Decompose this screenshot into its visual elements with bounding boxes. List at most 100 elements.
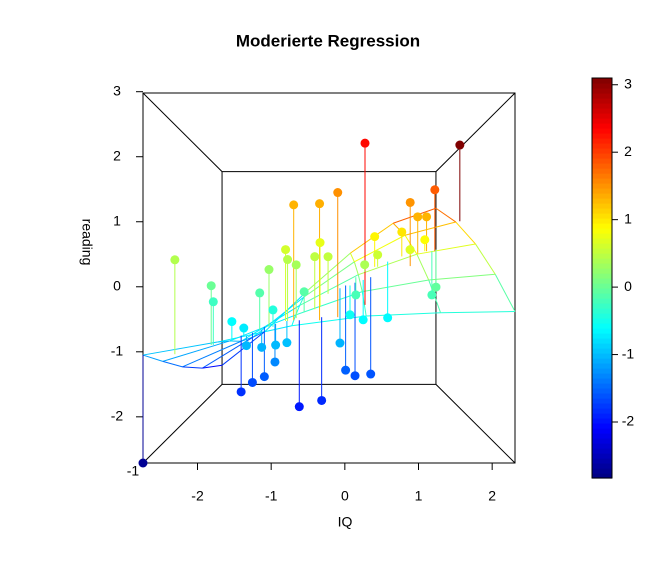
colorbar-step xyxy=(592,263,612,269)
chart-title: Moderierte Regression xyxy=(236,31,420,50)
colorbar-step xyxy=(592,288,612,294)
data-point xyxy=(351,290,361,300)
colorbar-step xyxy=(592,253,612,259)
colorbar-step xyxy=(592,318,612,324)
surface-line xyxy=(295,291,363,316)
data-point xyxy=(289,200,299,210)
colorbar-step xyxy=(592,128,612,134)
colorbar-tick-label: 3 xyxy=(624,75,632,91)
colorbar-step xyxy=(592,323,612,329)
data-point xyxy=(341,365,351,375)
data-point xyxy=(282,338,292,348)
data-point xyxy=(427,290,437,300)
data-point xyxy=(420,235,430,245)
surface-line xyxy=(217,325,292,343)
surface-line xyxy=(362,279,429,293)
colorbar-step xyxy=(592,393,612,399)
colorbar-step xyxy=(592,183,612,189)
surface-line xyxy=(349,252,355,263)
surface-line xyxy=(182,366,203,369)
surface-line xyxy=(404,221,456,236)
data-point xyxy=(317,395,327,405)
colorbar-step xyxy=(592,353,612,359)
colorbar-step xyxy=(592,268,612,274)
colorbar-step xyxy=(592,448,612,454)
colorbar-step xyxy=(592,418,612,424)
surface-line xyxy=(475,243,496,275)
surface-line xyxy=(264,290,308,333)
colorbar-step xyxy=(592,363,612,369)
colorbar-step xyxy=(592,123,612,129)
data-point xyxy=(405,245,415,255)
box-edge xyxy=(435,384,516,464)
data-point xyxy=(264,265,274,275)
colorbar-step xyxy=(592,383,612,389)
data-point xyxy=(455,140,465,150)
colorbar-step xyxy=(592,443,612,449)
corner-label: -1 xyxy=(127,463,140,479)
surface-line xyxy=(357,274,363,292)
colorbar-step xyxy=(592,143,612,149)
surface-line xyxy=(299,297,305,306)
colorbar-step xyxy=(592,473,612,479)
colorbar-tick-label: 0 xyxy=(624,278,632,294)
colorbar-step xyxy=(592,368,612,374)
x-tick-label: -1 xyxy=(265,488,278,504)
data-point xyxy=(373,250,383,260)
colorbar-step xyxy=(592,408,612,414)
colorbar-step xyxy=(592,458,612,464)
colorbar-step xyxy=(592,83,612,89)
colorbar-step xyxy=(592,463,612,469)
data-point xyxy=(397,227,407,237)
data-point xyxy=(247,377,257,387)
data-point xyxy=(283,255,293,265)
colorbar-tick-label: 1 xyxy=(624,210,632,226)
colorbar-step xyxy=(592,163,612,169)
box-edge xyxy=(435,92,516,172)
surface-line xyxy=(202,364,223,369)
colorbar-step xyxy=(592,228,612,234)
data-point xyxy=(315,199,325,209)
colorbar-step xyxy=(592,333,612,339)
colorbar-step xyxy=(592,343,612,349)
colorbar-step xyxy=(592,313,612,319)
colorbar-step xyxy=(592,198,612,204)
box-edge xyxy=(142,92,223,172)
colorbar-step xyxy=(592,273,612,279)
colorbar-step xyxy=(592,278,612,284)
colorbar-step xyxy=(592,208,612,214)
colorbar-step xyxy=(592,358,612,364)
data-point xyxy=(270,357,280,367)
surface-line xyxy=(142,354,163,362)
colorbar-step xyxy=(592,428,612,434)
colorbar-step xyxy=(592,308,612,314)
colorbar-frame xyxy=(591,77,613,479)
data-point xyxy=(366,369,376,379)
box-back xyxy=(221,171,437,385)
x-tick-label: 2 xyxy=(488,488,496,504)
colorbar-step xyxy=(592,373,612,379)
colorbar-tick-label: 2 xyxy=(624,143,632,159)
data-point xyxy=(370,232,380,242)
x-tick-label: -2 xyxy=(191,488,204,504)
surface-line xyxy=(416,253,430,281)
y-tick-label: 0 xyxy=(113,277,121,293)
colorbar-step xyxy=(592,148,612,154)
colorbar-step xyxy=(592,88,612,94)
colorbar-step xyxy=(592,188,612,194)
data-point xyxy=(170,255,180,265)
colorbar-step xyxy=(592,423,612,429)
data-point xyxy=(268,305,278,315)
colorbar-step xyxy=(592,248,612,254)
surface-line xyxy=(404,234,418,255)
colorbar-step xyxy=(592,243,612,249)
colorbar-step xyxy=(592,168,612,174)
y-axis-label: reading xyxy=(79,219,95,266)
data-point xyxy=(206,281,216,291)
colorbar-step xyxy=(592,203,612,209)
data-point xyxy=(236,387,246,397)
data-point xyxy=(310,252,320,262)
data-point xyxy=(383,313,393,323)
data-point xyxy=(333,188,343,198)
